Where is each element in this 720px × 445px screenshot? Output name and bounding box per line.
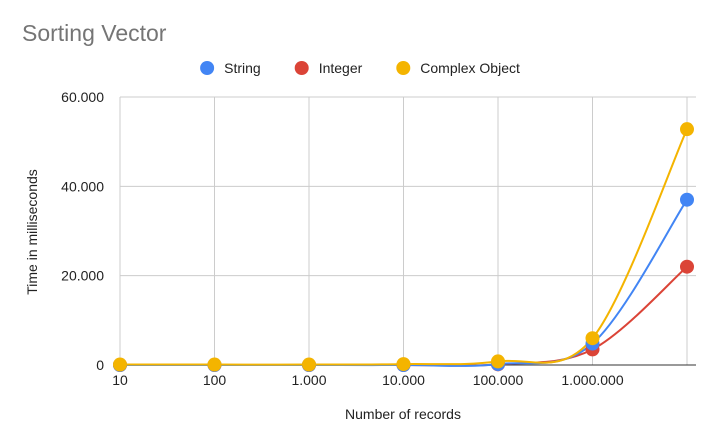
y-tick-label: 20.000	[61, 268, 104, 284]
x-tick-label: 10.000	[382, 372, 425, 388]
legend-item-string: String	[200, 60, 261, 76]
data-point-complex-object	[585, 331, 600, 346]
legend-label: Complex Object	[420, 60, 520, 76]
y-axis-label: Time in milliseconds	[24, 169, 40, 295]
data-point-complex-object	[207, 357, 222, 372]
y-tick-label: 40.000	[61, 178, 104, 194]
y-tick-label: 0	[96, 357, 104, 373]
legend-label: Integer	[319, 60, 363, 76]
data-point-complex-object	[491, 354, 505, 369]
chart-title: Sorting Vector	[22, 20, 167, 46]
data-point-complex-object	[302, 357, 316, 372]
legend-marker	[294, 61, 309, 75]
x-tick-label: 100.000	[473, 372, 524, 388]
y-axis-ticks: 0 20.000 40.000 60.000	[61, 89, 104, 373]
x-axis-ticks: 10 100 1.000 10.000 100.000 1.000.000	[112, 372, 624, 388]
x-tick-label: 1.000.000	[561, 372, 623, 388]
data-point-complex-object	[396, 357, 411, 372]
x-tick-label: 1.000	[291, 372, 326, 388]
data-point-integer	[680, 259, 694, 274]
data-point-complex-object	[680, 122, 694, 137]
x-tick-label: 100	[203, 372, 227, 388]
legend-item-integer: Integer	[294, 60, 363, 76]
legend-item-complex-object: Complex Object	[396, 60, 520, 76]
data-point-string	[680, 192, 694, 207]
legend-marker	[200, 61, 215, 75]
legend: String Integer Complex Object	[200, 60, 520, 76]
legend-marker	[396, 61, 411, 75]
x-axis-label: Number of records	[345, 406, 461, 422]
series-points	[113, 122, 694, 372]
x-tick-label: 10	[112, 372, 128, 388]
legend-label: String	[224, 60, 261, 76]
data-point-complex-object	[113, 357, 127, 372]
y-tick-label: 60.000	[61, 89, 104, 105]
